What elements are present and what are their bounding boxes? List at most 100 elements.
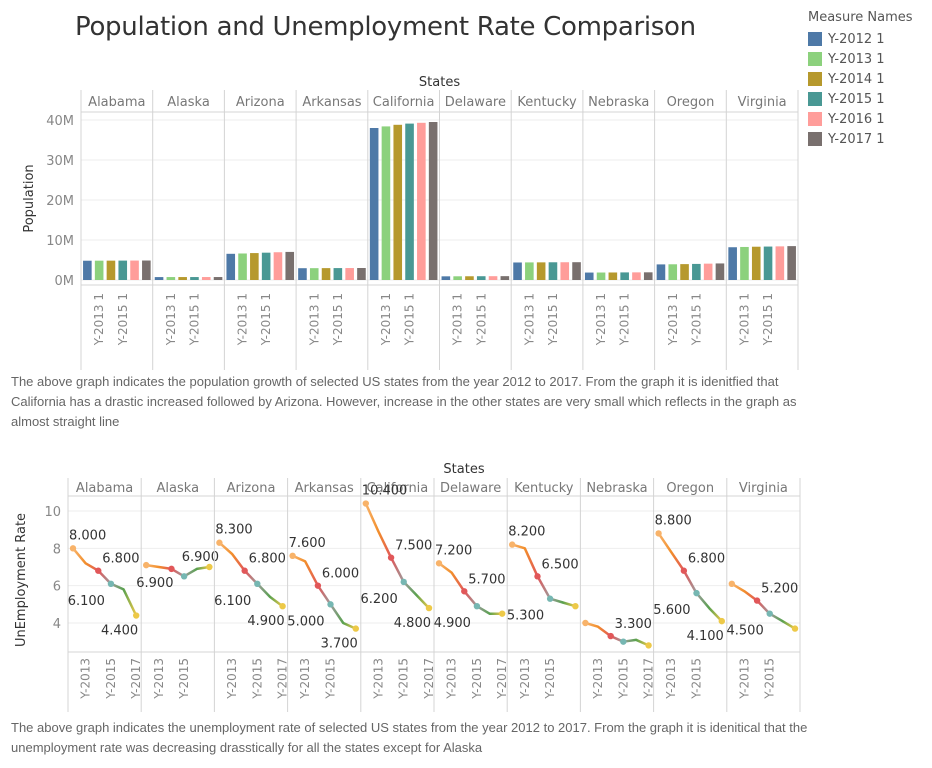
y-axis-label: UnEmployment Rate: [14, 513, 29, 647]
data-label: 7.500: [395, 539, 432, 554]
data-point: [461, 588, 468, 595]
legend-label: Y-2014 1: [828, 71, 885, 87]
x-tick-label: Y-2015 1: [618, 293, 632, 346]
state-header: California: [367, 481, 429, 496]
x-tick-label: Y-2013: [79, 658, 93, 700]
population-bar: [763, 246, 773, 280]
x-tick-label: Y-2017: [276, 658, 290, 700]
state-header: Arizona: [236, 95, 285, 110]
x-tick-label: Y-2013 1: [379, 293, 393, 346]
population-bar: [417, 122, 426, 280]
population-bar: [154, 277, 164, 280]
legend-item[interactable]: Y-2017 1: [808, 129, 913, 149]
population-bar: [273, 252, 283, 280]
unemployment-line: [730, 582, 797, 630]
data-point: [766, 610, 773, 617]
x-tick-label: Y-2015: [763, 658, 777, 700]
data-point: [400, 578, 407, 586]
state-header: Oregon: [667, 95, 715, 110]
x-tick-label: Y-2013 1: [92, 293, 106, 346]
population-bar: [632, 272, 641, 280]
data-point: [680, 567, 688, 574]
population-bar: [513, 262, 522, 280]
data-point: [718, 617, 725, 625]
data-label: 8.000: [69, 528, 106, 543]
y-tick-label: 10: [44, 505, 61, 520]
population-bar: [405, 123, 414, 280]
state-header: Alabama: [88, 95, 145, 110]
data-point: [425, 604, 433, 612]
population-bar: [393, 124, 403, 280]
population-bar: [500, 276, 510, 280]
legend-item[interactable]: Y-2013 1: [808, 49, 913, 69]
population-bar: [357, 268, 366, 280]
x-tick-label: Y-2015 1: [403, 293, 417, 346]
data-label: 8.800: [655, 513, 692, 528]
data-point: [791, 625, 799, 632]
population-caption: The above graph indicates the population…: [11, 374, 797, 429]
legend-item[interactable]: Y-2014 1: [808, 69, 913, 89]
data-label: 3.700: [321, 637, 358, 652]
legend-item[interactable]: Y-2015 1: [808, 89, 913, 109]
population-bar: [130, 260, 139, 280]
population-bar: [465, 276, 474, 280]
data-point: [279, 603, 286, 610]
x-tick-label: Y-2015 1: [187, 293, 201, 346]
data-label: 6.100: [68, 594, 105, 609]
unemployment-caption: The above graph indicates the unemployme…: [11, 720, 808, 755]
data-label: 5.000: [287, 614, 324, 629]
data-label: 6.800: [688, 552, 725, 567]
x-tick-label: Y-2015: [177, 658, 191, 700]
population-bar: [345, 268, 354, 280]
x-tick-label: Y-2015 1: [546, 293, 560, 346]
legend-item[interactable]: Y-2012 1: [808, 29, 913, 49]
data-label: 4.900: [434, 616, 471, 631]
data-point: [143, 561, 150, 569]
population-bar: [488, 276, 498, 280]
x-tick-label: Y-2015 1: [331, 293, 345, 346]
legend-swatch: [808, 32, 822, 46]
x-tick-label: Y-2013: [298, 658, 312, 700]
population-bar: [608, 272, 618, 280]
population-bar: [692, 263, 701, 280]
x-tick-label: Y-2015: [543, 658, 557, 700]
population-bar: [453, 276, 462, 280]
data-point: [435, 560, 443, 567]
legend-swatch: [808, 112, 822, 126]
state-header: Nebraska: [586, 481, 647, 496]
legend-swatch: [808, 72, 822, 86]
unemployment-line: [291, 554, 358, 630]
data-label: 6.900: [136, 576, 173, 591]
x-tick-label: Y-2013 1: [307, 293, 321, 346]
x-tick-label: Y-2015: [104, 658, 118, 700]
state-header: Delaware: [445, 95, 506, 110]
population-bar: [226, 253, 236, 280]
population-bar: [238, 253, 247, 280]
unemployment-line: [584, 621, 650, 647]
data-label: 6.000: [322, 567, 359, 582]
data-point: [620, 638, 627, 645]
data-point: [95, 567, 102, 574]
state-header: Arkansas: [302, 95, 361, 110]
legend-label: Y-2015 1: [828, 91, 885, 107]
legend-item[interactable]: Y-2016 1: [808, 109, 913, 129]
data-point: [180, 573, 188, 580]
data-point: [206, 563, 213, 571]
y-tick-label: 30M: [46, 154, 74, 169]
population-bar: [536, 262, 546, 280]
data-point: [645, 642, 652, 649]
x-tick-label: Y-2013: [445, 658, 459, 700]
legend-label: Y-2012 1: [828, 31, 885, 47]
data-label: 5.200: [761, 582, 798, 597]
data-point: [499, 610, 506, 617]
data-point: [534, 573, 541, 580]
data-point: [314, 582, 322, 589]
state-header: California: [373, 95, 435, 110]
data-point: [289, 552, 296, 559]
y-tick-label: 40M: [46, 114, 74, 129]
population-bar: [751, 246, 761, 280]
x-tick-label: Y-2013: [225, 658, 239, 700]
state-header: Alabama: [76, 481, 133, 496]
data-label: 6.500: [541, 557, 578, 572]
